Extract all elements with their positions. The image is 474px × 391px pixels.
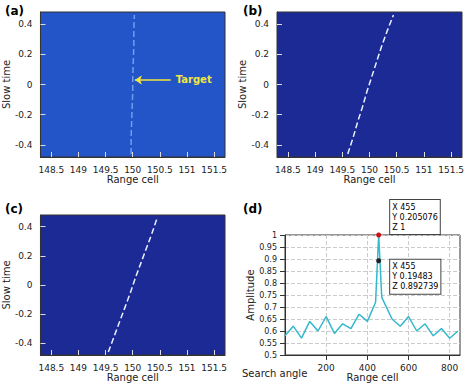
svg-text:148.5: 148.5 (38, 165, 64, 175)
svg-text:0: 0 (263, 80, 269, 90)
svg-text:0: 0 (27, 280, 33, 290)
svg-text:Range cell: Range cell (107, 174, 159, 185)
svg-text:149.5: 149.5 (93, 165, 119, 175)
svg-text:149: 149 (70, 363, 87, 373)
svg-text:0.95: 0.95 (259, 243, 277, 252)
svg-text:Slow time: Slow time (237, 60, 248, 109)
svg-text:X 455: X 455 (392, 262, 415, 271)
svg-text:0.9: 0.9 (264, 255, 277, 264)
svg-text:151: 151 (415, 165, 432, 175)
svg-text:(b): (b) (243, 4, 263, 18)
svg-text:148.5: 148.5 (275, 165, 301, 175)
svg-text:0.2: 0.2 (18, 49, 32, 59)
svg-text:1: 1 (272, 231, 277, 240)
svg-text:Amplitude: Amplitude (245, 269, 256, 320)
svg-text:800: 800 (441, 363, 458, 373)
svg-text:0.4: 0.4 (18, 19, 33, 29)
svg-text:151: 151 (178, 363, 195, 373)
svg-text:Z 0.892739: Z 0.892739 (392, 282, 438, 291)
svg-text:151: 151 (178, 165, 195, 175)
svg-text:151.5: 151.5 (438, 165, 464, 175)
svg-text:Range cell: Range cell (346, 372, 398, 383)
svg-text:149: 149 (306, 165, 323, 175)
svg-text:Range cell: Range cell (107, 372, 159, 383)
svg-text:0.7: 0.7 (264, 303, 277, 312)
svg-text:149.5: 149.5 (93, 363, 119, 373)
svg-text:0.6: 0.6 (264, 327, 277, 336)
svg-text:0: 0 (27, 80, 33, 90)
svg-text:0.2: 0.2 (255, 49, 269, 59)
svg-text:0.85: 0.85 (259, 267, 277, 276)
svg-text:400: 400 (359, 363, 376, 373)
svg-text:-0.2: -0.2 (251, 110, 269, 120)
svg-text:Slow time: Slow time (1, 60, 12, 109)
svg-text:Search angle: Search angle (242, 368, 307, 379)
svg-text:150.5: 150.5 (147, 363, 173, 373)
svg-text:148.5: 148.5 (38, 363, 64, 373)
svg-text:600: 600 (400, 363, 417, 373)
svg-text:Z 1: Z 1 (392, 223, 405, 232)
svg-text:0.5: 0.5 (264, 351, 277, 360)
svg-text:Y 0.205076: Y 0.205076 (391, 213, 438, 222)
svg-text:(d): (d) (243, 202, 263, 216)
svg-text:150: 150 (124, 363, 141, 373)
svg-text:Y 0.19483: Y 0.19483 (391, 272, 433, 281)
svg-text:-0.2: -0.2 (15, 309, 33, 319)
svg-text:Target: Target (176, 74, 212, 85)
svg-text:(a): (a) (5, 4, 24, 18)
svg-text:-0.4: -0.4 (251, 140, 269, 150)
svg-text:151.5: 151.5 (201, 363, 227, 373)
svg-text:151.5: 151.5 (201, 165, 227, 175)
svg-text:Range cell: Range cell (343, 174, 395, 185)
svg-text:0.4: 0.4 (255, 19, 270, 29)
svg-text:200: 200 (318, 363, 335, 373)
svg-text:0.2: 0.2 (18, 251, 32, 261)
svg-text:149: 149 (70, 165, 87, 175)
svg-text:150: 150 (361, 165, 378, 175)
svg-text:-0.4: -0.4 (15, 140, 33, 150)
svg-text:0.8: 0.8 (264, 279, 277, 288)
svg-text:150.5: 150.5 (384, 165, 410, 175)
svg-text:Slow time: Slow time (1, 260, 12, 309)
svg-text:-0.4: -0.4 (15, 338, 33, 348)
svg-text:-0.2: -0.2 (15, 110, 33, 120)
svg-text:X 455: X 455 (392, 203, 415, 212)
svg-text:0.4: 0.4 (18, 222, 33, 232)
svg-text:150.5: 150.5 (147, 165, 173, 175)
svg-text:0.55: 0.55 (259, 339, 277, 348)
svg-text:0.65: 0.65 (259, 315, 277, 324)
svg-text:150: 150 (124, 165, 141, 175)
svg-text:149.5: 149.5 (329, 165, 355, 175)
svg-text:(c): (c) (5, 202, 23, 216)
svg-text:0.75: 0.75 (259, 291, 277, 300)
